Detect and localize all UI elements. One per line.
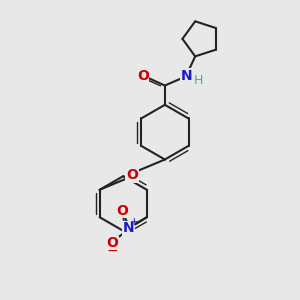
Text: O: O (106, 236, 118, 250)
Text: O: O (117, 204, 128, 218)
Text: +: + (130, 217, 139, 227)
Text: H: H (194, 74, 203, 87)
Text: N: N (123, 221, 134, 236)
Text: −: − (107, 244, 118, 258)
Text: N: N (180, 69, 192, 83)
Text: O: O (137, 69, 149, 83)
Text: O: O (126, 168, 138, 182)
